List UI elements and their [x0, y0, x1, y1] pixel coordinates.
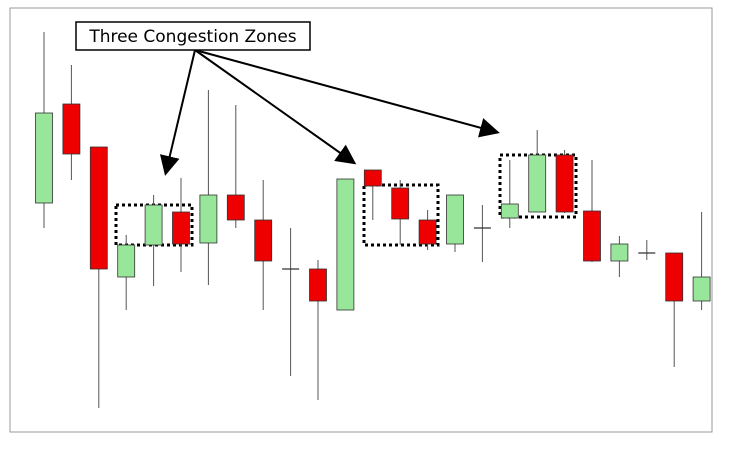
candle-body	[418, 219, 437, 245]
candle-body	[199, 194, 218, 244]
candle-body	[226, 194, 245, 221]
candle-body	[446, 194, 464, 245]
candle-body	[500, 203, 519, 219]
candles	[35, 32, 711, 408]
candle-body	[254, 219, 273, 262]
candle-body	[144, 204, 163, 246]
candle-body	[309, 268, 327, 302]
annotation: Three Congestion Zones	[88, 27, 296, 47]
congestion-zone	[362, 183, 440, 247]
candle-body	[62, 103, 81, 155]
candle-body	[117, 244, 136, 278]
candle-body	[665, 252, 684, 302]
candle-body	[89, 146, 108, 270]
candle-body	[336, 178, 355, 311]
arrow	[194, 49, 500, 138]
candle-body	[391, 187, 410, 220]
arrows	[159, 49, 500, 176]
candle-body	[363, 169, 382, 187]
candle-body	[35, 112, 53, 204]
candle-body	[692, 276, 711, 302]
annotation-box	[75, 21, 311, 51]
candle-body	[172, 211, 190, 245]
candle-body	[583, 210, 601, 262]
candle-body	[528, 154, 547, 213]
arrow	[159, 49, 196, 176]
candle-body	[610, 243, 629, 262]
arrow	[194, 49, 357, 165]
candle-body	[555, 154, 574, 213]
